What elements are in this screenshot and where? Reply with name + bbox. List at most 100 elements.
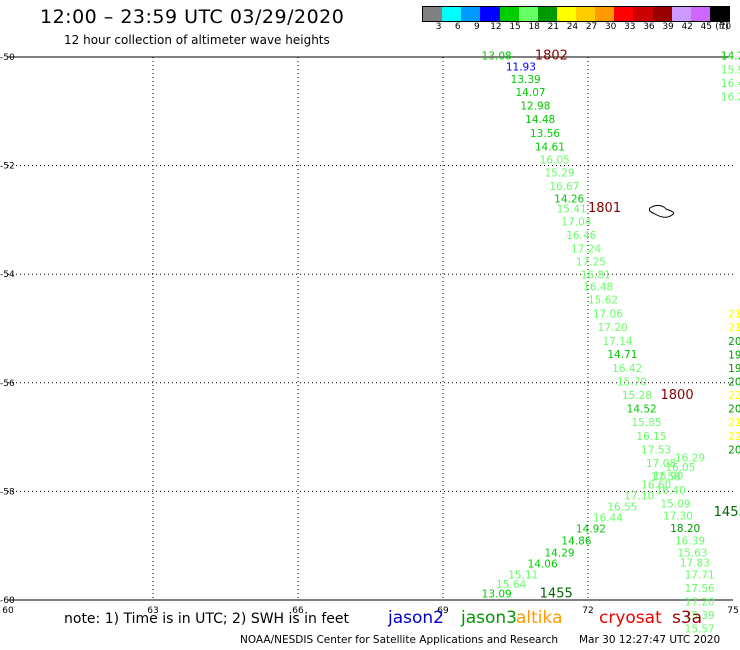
swh-value: 17.08 (646, 458, 676, 470)
swh-value: 17.24 (571, 243, 601, 255)
swh-value: 17.25 (576, 257, 606, 269)
swh-value: 20.70 (728, 444, 740, 456)
time-label: 1455 (540, 586, 573, 601)
swh-value: 14.71 (607, 349, 637, 361)
swh-value: 19.26 (728, 363, 740, 375)
swh-value: 15.62 (588, 295, 618, 307)
swh-value: 17.58 (651, 472, 681, 484)
legend-s3a: s3a (672, 608, 703, 628)
colorbar-swatch (537, 7, 557, 21)
swh-value: 14.61 (535, 141, 565, 153)
swh-value: 22.00 (728, 431, 740, 443)
x-tick-label: 66 (292, 606, 304, 616)
swh-value: 14.29 (545, 548, 575, 560)
colorbar-swatch (671, 7, 691, 21)
swh-value: 16.67 (549, 181, 579, 193)
colorbar-label: 30 (604, 22, 617, 32)
swh-value: 22.10 (728, 390, 740, 402)
swh-value: 17.53 (641, 444, 671, 456)
colorbar-labels: 3 6 9 12 15 18 21 24 27 30 33 36 39 42 45 70 (ft) (422, 22, 731, 34)
swh-value: 16.42 (612, 363, 642, 375)
legend-cryosat: cryosat (599, 608, 662, 628)
swh-value: 20.90 (728, 404, 740, 416)
colorbar-swatch (480, 7, 500, 21)
swh-value: 15.63 (677, 548, 707, 560)
y-tick-label: -58 (0, 487, 15, 497)
swh-value: 16.48 (583, 281, 613, 293)
x-tick-label: 63 (147, 606, 158, 616)
swh-value: 16.44 (593, 512, 623, 524)
swh-value: 16.05 (540, 154, 570, 166)
swh-value: 15.70 (617, 377, 647, 389)
colorbar-label: 27 (585, 22, 598, 32)
swh-value: 16.60 (641, 480, 671, 492)
time-label: 1455 (714, 505, 740, 520)
swh-value: 15.41 (557, 203, 587, 215)
time-label: 1800 (661, 388, 694, 403)
swh-value: 15.39 (685, 610, 715, 622)
colorbar-swatch (576, 7, 596, 21)
colorbar-label: 36 (643, 22, 655, 32)
footer-credit: NOAA/NESDIS Center for Satellite Applica… (240, 634, 558, 646)
swh-value: 12.98 (520, 101, 550, 113)
legend-altika: altika (516, 608, 563, 628)
colorbar-label: 45 (700, 22, 713, 32)
swh-value: 20.22 (728, 377, 740, 389)
swh-value: 13.56 (530, 128, 560, 140)
colorbar-label: 15 (509, 22, 521, 32)
swh-value: 17.14 (603, 336, 633, 348)
x-tick-label: 72 (582, 606, 593, 616)
x-tick-label: 69 (437, 606, 449, 616)
swh-value: 15.09 (661, 499, 691, 511)
colorbar-swatch (423, 7, 443, 21)
swh-value: 16.15 (636, 431, 666, 443)
colorbar-label: 3 (435, 22, 442, 32)
swh-value: 14.86 (561, 536, 591, 548)
colorbar-swatch (614, 7, 634, 21)
swh-value: 21.75 (728, 309, 740, 321)
y-tick-label: -56 (0, 379, 15, 389)
swh-value: 14.06 (528, 558, 558, 570)
swh-value: 14.26 (554, 194, 584, 206)
swh-value: 17.10 (624, 491, 654, 503)
colorbar-label: 39 (662, 22, 674, 32)
colorbar-swatch (633, 7, 653, 21)
colorbar-label: 33 (624, 22, 636, 32)
legend-jason3: jason3 (461, 608, 517, 628)
swh-value: 19.42 (728, 349, 740, 361)
swh-value: 17.06 (593, 309, 623, 321)
colorbar-label: 6 (454, 22, 461, 32)
colorbar-label: 12 (490, 22, 502, 32)
colorbar-label: 24 (566, 22, 579, 32)
note-text: note: 1) Time is in UTC; 2) SWH is in fe… (64, 611, 350, 627)
swh-value: 13.39 (511, 74, 541, 86)
footer-timestamp: Mar 30 12:27:47 UTC 2020 (579, 634, 721, 646)
x-tick-label: 60 (2, 606, 14, 616)
swh-value: 18.20 (670, 523, 700, 535)
colorbar-swatch (709, 7, 729, 21)
swh-value: 15.57 (685, 624, 715, 636)
island-outline (648, 205, 675, 218)
swh-value: 16.40 (656, 485, 686, 497)
swh-value: 11.93 (506, 62, 536, 74)
swh-value: 15.64 (496, 579, 526, 591)
swh-value: 14.92 (576, 524, 606, 536)
colorbar-swatch (652, 7, 672, 21)
legend-jason2: jason2 (388, 608, 444, 628)
colorbar-label: 21 (547, 22, 560, 32)
swh-value: 17.04 (561, 216, 591, 228)
colorbar-swatch (690, 7, 710, 21)
colorbar (422, 6, 730, 22)
swh-value: 13.08 (482, 51, 512, 63)
colorbar-swatch (442, 7, 462, 21)
y-tick-label: -52 (0, 162, 15, 172)
y-tick-label: -50 (0, 53, 15, 63)
swh-value: 15.29 (545, 167, 575, 179)
swh-value: 16.45 (721, 78, 740, 90)
swh-value: 17.71 (685, 569, 715, 581)
swh-value: 21.60 (728, 417, 740, 429)
swh-value: 14.29 (721, 51, 740, 63)
time-label: 1802 (535, 49, 568, 64)
colorbar-label: 9 (473, 22, 480, 32)
